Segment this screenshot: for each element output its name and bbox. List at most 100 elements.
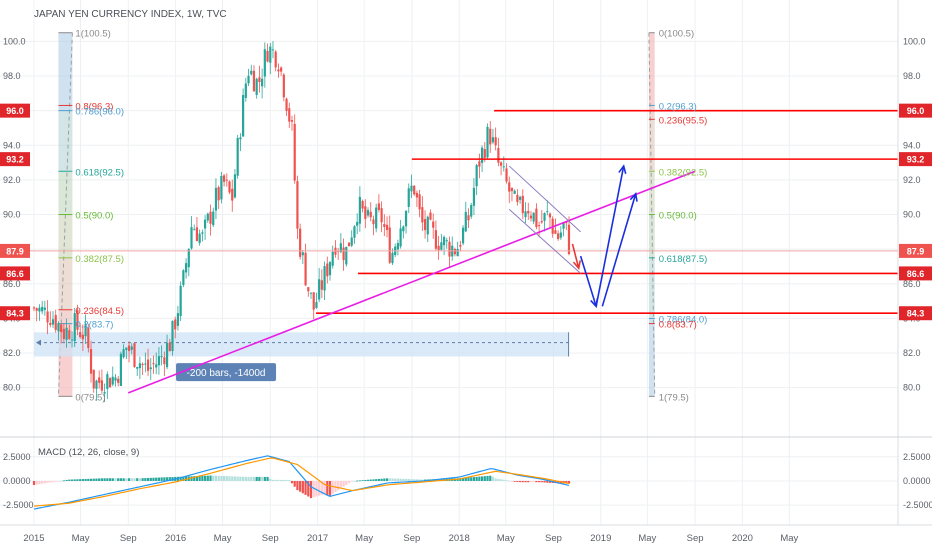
candle-body (293, 123, 296, 181)
fib-level-label: 0.618(87.5) (659, 254, 708, 265)
left-current-badge: 87.9 (6, 246, 24, 256)
candle-body (149, 367, 152, 370)
candle-body (388, 227, 391, 263)
price-tick-label-left: 86.0 (3, 279, 21, 289)
left-current-badge-bg (0, 243, 30, 258)
candle-body (489, 128, 492, 145)
macd-histogram-bar (255, 476, 258, 481)
macd-histogram-bar (57, 480, 60, 482)
candle-body (65, 327, 68, 340)
candle-body (103, 392, 106, 394)
range-arrowhead (36, 339, 41, 346)
candle-body (377, 203, 380, 210)
macd-histogram-bar (513, 480, 516, 482)
time-tick-label: Sep (545, 533, 562, 544)
macd-histogram-bar (168, 477, 171, 481)
candle-body (57, 323, 60, 332)
macd-histogram-bar (214, 475, 218, 481)
time-axis[interactable]: 2015 May Sep 2016 May Sep 2017 May Sep 2018 May Sep… (23, 533, 798, 544)
macd-histogram-bar (92, 478, 95, 481)
candle-body (385, 224, 389, 231)
macd-histogram-bar (81, 479, 84, 481)
macd-histogram-bar (290, 480, 294, 484)
macd-histogram-bar (79, 479, 82, 481)
macd-histogram-bar (491, 476, 495, 481)
fib-right-diagonal (648, 32, 656, 397)
time-tick-label: Sep (403, 533, 420, 544)
candle-body (423, 219, 427, 231)
macd-histogram-bar (380, 478, 383, 481)
candle-body (263, 49, 266, 77)
fib-level-label: 0.8(96.3) (75, 101, 113, 112)
candle-body (182, 270, 185, 286)
macd-histogram-bar (350, 480, 353, 482)
macd-histogram-bar (320, 480, 323, 495)
candle-body (540, 221, 543, 223)
blue-arrow-1-head (590, 298, 599, 309)
macd-histogram-bar (209, 475, 212, 481)
macd-histogram-bar (130, 478, 133, 481)
fib-level-label: 1(79.5) (659, 392, 689, 403)
fib-level-label: 0(100.5) (659, 29, 694, 40)
blue-arrow-2 (601, 193, 637, 307)
macd-histogram-bar (261, 476, 264, 481)
candle-body (32, 307, 36, 309)
candle-body (467, 215, 470, 221)
macd-histogram-bar (532, 480, 535, 483)
macd-histogram-bar (388, 478, 391, 481)
candle-body (60, 324, 63, 333)
fib-right-zone (648, 105, 655, 120)
candle-body (217, 187, 220, 201)
macd-histogram-bar (461, 477, 465, 481)
candle-body (464, 211, 467, 232)
macd-histogram-bar (407, 479, 410, 481)
candle-body (228, 181, 231, 193)
candle-body (404, 210, 408, 227)
fib-level-label: 0.382(87.5) (75, 254, 124, 265)
candle-body (309, 292, 313, 294)
macd-histogram-bar (43, 480, 46, 484)
macd-histogram-bar (505, 480, 508, 482)
candle-body (519, 196, 522, 200)
macd-histogram-bar (228, 476, 231, 481)
candle-body (483, 149, 486, 158)
fib-left-zone (58, 309, 73, 324)
red-arrow (571, 243, 580, 269)
candle-body (258, 77, 261, 83)
macd-histogram-bar (84, 478, 87, 481)
macd-histogram-bar (49, 480, 52, 483)
candle-body (247, 75, 250, 84)
macd-histogram-bar (535, 480, 538, 483)
macd-histogram-bar (391, 478, 394, 481)
macd-histogram-bar (152, 477, 155, 481)
candle-body (184, 263, 188, 273)
macd-histogram-bar (369, 479, 372, 481)
candle-body (521, 195, 524, 214)
candle-body (470, 205, 473, 217)
macd-histogram-bar (100, 478, 103, 481)
candle-body (108, 378, 112, 388)
macd-histogram-bar (247, 476, 250, 481)
candle-body (244, 83, 247, 98)
candle-body (328, 262, 332, 276)
candle-body (456, 248, 459, 257)
macd-histogram-bar (478, 476, 481, 481)
candle-body (54, 315, 57, 330)
macd-histogram-bar (399, 478, 402, 481)
macd-histogram-bar (470, 477, 473, 481)
candle-body (491, 137, 495, 143)
candle-body (111, 376, 114, 385)
macd-histogram-bar (89, 478, 93, 481)
macd-histogram-bar (467, 477, 470, 481)
macd-histogram-bar (98, 478, 101, 481)
macd-histogram-bar (146, 477, 150, 481)
candle-body (318, 279, 321, 300)
trendline (127, 170, 696, 394)
macd-histogram-bar (179, 476, 182, 481)
candle-body (35, 308, 38, 311)
candle-body (402, 226, 405, 232)
candle-body (130, 346, 133, 350)
macd-histogram-bar (437, 479, 440, 481)
macd-histogram-bar (366, 479, 370, 481)
macd-histogram-bar (38, 480, 41, 485)
